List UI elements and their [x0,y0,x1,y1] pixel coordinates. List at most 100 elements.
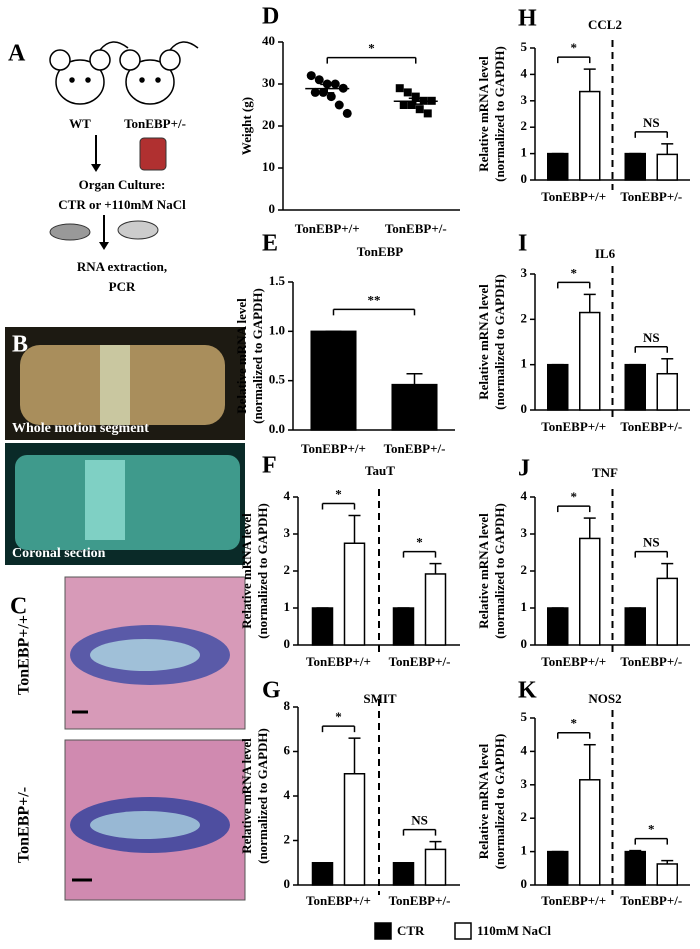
significance-label: NS [643,535,660,550]
data-point [342,108,352,118]
y-tick-label: 6 [284,742,291,757]
y-tick-label: 3 [521,265,528,280]
chart-title: NOS2 [588,691,621,706]
significance-label: * [571,40,578,55]
image-label: TonEBP+/- [16,787,33,863]
y-tick-label: 1 [284,599,291,614]
x-tick-label: TonEBP+/+ [541,654,606,669]
y-tick-label: 10 [262,159,275,174]
y-tick-label: 3 [284,525,291,540]
y-tick-label: 0 [284,636,291,651]
bar [310,330,357,431]
histology-content [90,639,200,671]
y-tick-label: 0.0 [269,421,285,436]
x-tick-label: TonEBP+/- [389,654,451,669]
x-tick-label: TonEBP+/+ [541,893,606,908]
bar [311,862,334,886]
tissue-icon [139,137,167,171]
y-axis-label: Relative mRNA level [476,513,491,629]
step-text: RNA extraction, [77,259,167,274]
data-point [310,87,320,97]
y-tick-label: 0.5 [269,372,286,387]
histology-content [90,811,200,839]
significance-label: NS [643,115,660,130]
y-tick-label: 1 [521,599,528,614]
y-tick-label: 3 [521,525,528,540]
significance-label: NS [411,813,428,828]
legend-swatch [454,922,472,940]
bar [624,363,646,411]
bar [656,577,678,646]
panel-letter: K [518,678,537,704]
bar [547,607,569,646]
y-tick-label: 2 [521,809,528,824]
y-tick-label: 3 [521,776,528,791]
y-axis-label: Weight (g) [239,97,254,155]
y-tick-label: 4 [521,65,528,80]
mouse-icon [119,41,199,105]
y-tick-label: 0 [521,171,528,186]
x-tick-label: TonEBP+/+ [541,419,606,434]
data-point [399,101,408,109]
x-tick-label: TonEBP+/- [620,893,682,908]
y-tick-label: 5 [521,709,528,724]
data-point [330,79,340,89]
legend-label: CTR [397,923,425,938]
bar [343,542,366,646]
bar [579,537,601,646]
panel-letter: E [262,231,278,257]
y-tick-label: 0 [284,876,291,891]
y-tick-label: 2 [521,118,528,133]
y-axis-label: (normalized to GAPDH) [255,728,270,864]
bar [547,850,569,886]
chart-title: TNF [592,465,618,480]
x-tick-label: TonEBP+/- [620,189,682,204]
y-axis-label: (normalized to GAPDH) [250,288,265,424]
bar [656,372,678,411]
x-tick-label: TonEBP+/- [620,419,682,434]
image-label: TonEBP+/+ [16,615,33,695]
y-tick-label: 2 [521,562,528,577]
y-tick-label: 2 [521,310,528,325]
data-point [415,105,424,114]
y-axis-label: Relative mRNA level [234,298,249,414]
bar [656,863,678,886]
y-tick-label: 3 [521,92,528,107]
y-tick-label: 1 [521,145,528,160]
significance-label: * [335,486,342,501]
panel-letter: I [518,231,527,257]
panel-letter: B [12,332,28,358]
y-tick-label: 1 [521,843,528,858]
panel-letter: F [262,453,277,479]
legend-swatch [374,922,392,940]
significance-label: * [571,489,578,504]
x-tick-label: TonEBP+/- [389,893,451,908]
y-axis-label: (normalized to GAPDH) [255,503,270,639]
data-point [334,100,344,110]
y-tick-label: 30 [262,75,275,90]
bar [392,862,415,886]
step-text: Organ Culture: [79,177,166,192]
data-point [395,84,404,93]
y-axis-label: Relative mRNA level [476,284,491,400]
significance-label: NS [643,330,660,345]
bar [656,153,678,181]
mouse-icon [49,41,129,105]
x-tick-label: TonEBP+/+ [306,893,371,908]
y-axis-label: Relative mRNA level [239,738,254,854]
y-tick-label: 5 [521,39,528,54]
y-tick-label: 2 [284,562,291,577]
y-axis-label: (normalized to GAPDH) [492,503,507,639]
y-tick-label: 4 [521,742,528,757]
y-tick-label: 2 [284,831,291,846]
data-point [326,92,336,102]
y-axis-label: (normalized to GAPDH) [492,734,507,870]
data-point [407,101,416,109]
photo-caption: Coronal section [12,546,106,561]
chart-title: CCL2 [588,17,622,32]
chart-title: TauT [365,463,395,478]
panel-letter: J [518,456,530,482]
x-tick-label: TonEBP+/+ [295,221,360,236]
